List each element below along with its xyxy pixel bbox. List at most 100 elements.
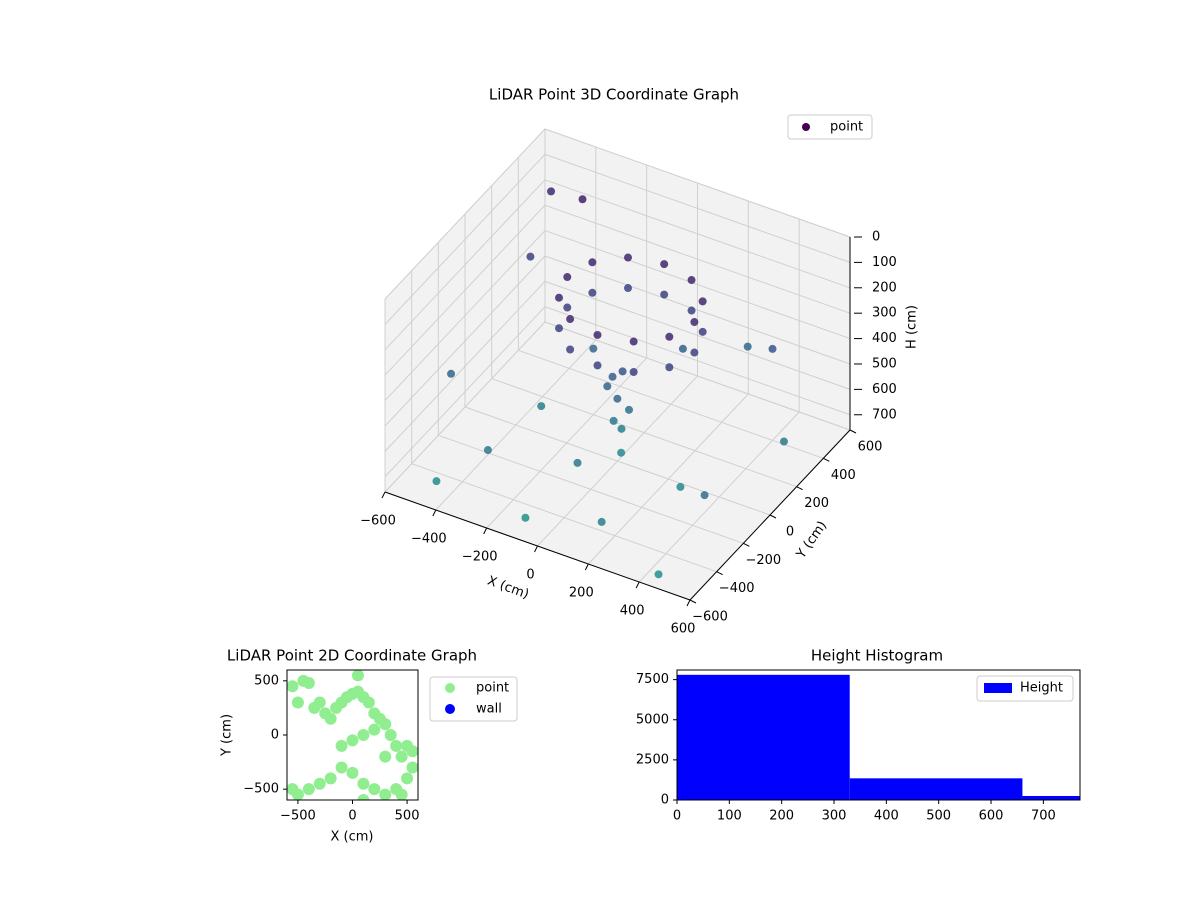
data-point (625, 405, 633, 414)
x-tick-label: 0 (348, 809, 356, 824)
data-point (660, 290, 669, 299)
data-point (526, 252, 535, 261)
data-point (406, 745, 418, 758)
z-tick-label: 100 (872, 255, 897, 270)
x-tick-label: 0 (673, 809, 681, 824)
histogram-bar (849, 778, 1023, 800)
x-tick-label: 600 (671, 622, 696, 637)
chart-title: LiDAR Point 3D Coordinate Graph (489, 86, 739, 104)
y-tick-label: 7500 (636, 672, 669, 687)
x-tick-label: 300 (822, 809, 847, 824)
x-tick-label: −600 (360, 514, 396, 529)
data-point (379, 750, 392, 763)
data-point (768, 344, 777, 353)
grid-line (491, 378, 797, 488)
z-tick-label: 700 (872, 407, 897, 422)
data-point (589, 344, 598, 353)
data-point (447, 369, 456, 378)
data-point (687, 306, 696, 315)
grid-line (384, 154, 546, 325)
data-point (563, 303, 572, 312)
z-tick-label: 300 (872, 306, 897, 321)
x-tick-label: 400 (620, 604, 645, 619)
data-point (654, 570, 663, 579)
grid-line (384, 128, 546, 300)
grid-line (544, 179, 851, 289)
legend-marker (445, 683, 455, 693)
data-point (521, 513, 530, 522)
data-point (588, 288, 597, 297)
data-point (384, 729, 397, 741)
grid-line (544, 153, 851, 263)
x-axis-line (384, 491, 691, 601)
data-point (335, 761, 348, 774)
histogram-bar (677, 674, 850, 800)
data-point (690, 318, 699, 327)
data-point (324, 712, 337, 725)
legend-box (976, 675, 1074, 702)
data-point (432, 477, 441, 486)
tick-mark (689, 599, 697, 604)
data-point (395, 750, 408, 763)
y-tick-label: 5000 (636, 712, 669, 727)
data-point (537, 402, 546, 411)
grid-line (384, 306, 546, 478)
data-point (743, 342, 752, 351)
histogram-bar (1022, 795, 1080, 800)
z-tick-label: 400 (872, 331, 897, 346)
data-point (379, 788, 392, 800)
y-tick-label: 0 (661, 793, 669, 808)
x-axis-label: X (cm) (331, 830, 374, 845)
data-point (597, 517, 606, 526)
y-tick-label: −200 (745, 553, 781, 568)
data-point (623, 284, 632, 293)
grid-line (384, 255, 546, 427)
tick-mark (483, 527, 488, 535)
legend-label: wall (476, 702, 502, 717)
legend-label: point (476, 681, 509, 696)
x-tick-label: −500 (280, 809, 316, 824)
y-tick-label: −600 (692, 610, 728, 625)
legend-box (787, 114, 873, 140)
y-tick-label: 200 (804, 496, 829, 511)
data-point (618, 367, 627, 376)
x-tick-label: 0 (526, 568, 534, 583)
data-point (324, 772, 337, 785)
y-tick-label: 500 (254, 673, 279, 688)
data-point (676, 482, 685, 491)
tick-mark (823, 457, 830, 462)
data-point (700, 491, 709, 500)
grid-line (544, 128, 851, 238)
data-point (588, 258, 597, 267)
data-point (660, 260, 669, 269)
data-point (313, 777, 326, 790)
x-tick-label: 700 (1031, 809, 1056, 824)
data-point (698, 297, 707, 306)
x-tick-label: 100 (717, 809, 742, 824)
data-point (291, 696, 304, 709)
tick-mark (584, 563, 589, 571)
data-point (593, 330, 602, 339)
data-point (357, 729, 370, 741)
tick-mark (796, 486, 803, 491)
x-tick-label: −400 (411, 532, 447, 547)
tick-mark (716, 571, 723, 576)
data-point (368, 783, 381, 796)
tick-mark (769, 514, 777, 519)
x-tick-label: 500 (926, 809, 951, 824)
data-point (346, 766, 359, 779)
data-point (401, 772, 414, 785)
data-point (603, 382, 612, 391)
data-point (362, 696, 375, 709)
y-tick-label: 0 (786, 525, 794, 540)
data-point (665, 332, 674, 341)
data-point (578, 195, 587, 204)
y-tick-label: 600 (858, 440, 883, 455)
y-tick-label: 0 (271, 728, 279, 743)
x-tick-label: 600 (979, 809, 1004, 824)
data-point (368, 723, 381, 736)
z-tick-label: 200 (872, 280, 897, 295)
data-point (335, 739, 348, 752)
y-tick-label: 2500 (636, 752, 669, 767)
